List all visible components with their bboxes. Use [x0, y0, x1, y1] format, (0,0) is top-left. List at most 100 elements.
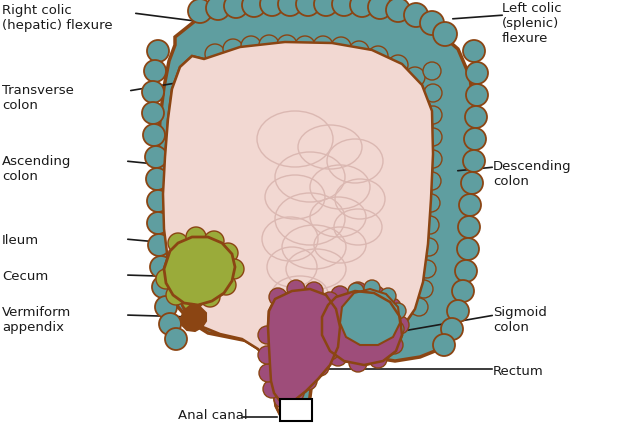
Circle shape [420, 239, 438, 256]
Circle shape [216, 275, 236, 295]
Circle shape [206, 0, 230, 21]
Circle shape [314, 0, 338, 17]
Polygon shape [322, 291, 402, 365]
Circle shape [305, 282, 323, 300]
Circle shape [204, 231, 224, 251]
Circle shape [349, 354, 367, 372]
Circle shape [277, 36, 297, 56]
Circle shape [331, 286, 349, 304]
Circle shape [336, 297, 352, 313]
Circle shape [415, 280, 433, 298]
Circle shape [166, 285, 186, 305]
Polygon shape [340, 289, 400, 345]
Circle shape [329, 308, 347, 326]
Circle shape [263, 380, 281, 398]
Circle shape [433, 334, 455, 356]
Circle shape [466, 85, 488, 107]
Polygon shape [157, 9, 474, 420]
Circle shape [316, 334, 334, 352]
Circle shape [457, 239, 479, 260]
Circle shape [218, 243, 238, 263]
Circle shape [455, 260, 477, 282]
Circle shape [189, 63, 207, 81]
Circle shape [188, 216, 206, 234]
Circle shape [321, 342, 339, 360]
Polygon shape [164, 237, 235, 305]
Text: Ileum: Ileum [2, 233, 39, 246]
Circle shape [142, 103, 164, 125]
Circle shape [461, 173, 483, 195]
Circle shape [186, 227, 206, 248]
Circle shape [259, 36, 279, 56]
Circle shape [259, 364, 277, 382]
Circle shape [287, 280, 305, 298]
Circle shape [383, 298, 401, 316]
Circle shape [424, 85, 442, 103]
Circle shape [205, 45, 225, 65]
Circle shape [386, 0, 410, 23]
Circle shape [458, 216, 480, 239]
Circle shape [340, 329, 356, 345]
Circle shape [299, 372, 317, 390]
Circle shape [424, 151, 442, 169]
Circle shape [147, 41, 169, 63]
Circle shape [331, 38, 351, 58]
Text: Descending
colon: Descending colon [493, 160, 572, 187]
Circle shape [311, 358, 329, 376]
Text: Vermiform
appendix: Vermiform appendix [2, 305, 72, 333]
Polygon shape [340, 289, 400, 345]
Circle shape [242, 0, 266, 18]
Circle shape [188, 173, 206, 190]
Circle shape [405, 68, 425, 88]
Circle shape [423, 173, 441, 190]
Circle shape [188, 0, 212, 24]
Circle shape [189, 239, 207, 256]
Circle shape [349, 282, 367, 300]
Circle shape [380, 288, 396, 304]
Circle shape [286, 384, 304, 402]
Circle shape [385, 336, 403, 354]
Circle shape [260, 0, 284, 17]
Polygon shape [163, 43, 433, 419]
Circle shape [349, 42, 369, 62]
Circle shape [296, 0, 320, 17]
Text: Right colic
(hepatic) flexure: Right colic (hepatic) flexure [2, 4, 113, 32]
Circle shape [390, 303, 406, 319]
Circle shape [424, 129, 442, 147]
Circle shape [278, 0, 302, 17]
Circle shape [369, 350, 387, 368]
Circle shape [332, 0, 356, 17]
Circle shape [422, 195, 440, 213]
Circle shape [295, 37, 315, 57]
Circle shape [447, 300, 469, 322]
Circle shape [224, 259, 244, 279]
Text: Rectum: Rectum [493, 364, 544, 377]
Circle shape [368, 0, 392, 20]
Polygon shape [164, 237, 235, 305]
Circle shape [433, 23, 457, 47]
Circle shape [142, 82, 164, 104]
Circle shape [388, 56, 408, 76]
Circle shape [258, 326, 276, 344]
Circle shape [144, 61, 166, 83]
Circle shape [147, 190, 169, 213]
Circle shape [410, 298, 428, 316]
Polygon shape [268, 289, 340, 403]
Circle shape [348, 283, 364, 299]
Circle shape [312, 316, 330, 334]
Circle shape [150, 256, 172, 278]
Circle shape [333, 313, 349, 329]
Circle shape [241, 37, 261, 57]
Circle shape [464, 129, 486, 151]
Circle shape [421, 216, 439, 234]
Circle shape [168, 233, 188, 253]
Text: Cecum: Cecum [2, 269, 48, 282]
Text: Left colic
(splenic)
flexure: Left colic (splenic) flexure [502, 2, 561, 45]
Circle shape [187, 129, 205, 147]
Circle shape [321, 292, 339, 310]
Circle shape [188, 195, 206, 213]
Circle shape [465, 107, 487, 129]
Circle shape [420, 12, 444, 36]
Circle shape [452, 280, 474, 302]
Circle shape [258, 346, 276, 364]
